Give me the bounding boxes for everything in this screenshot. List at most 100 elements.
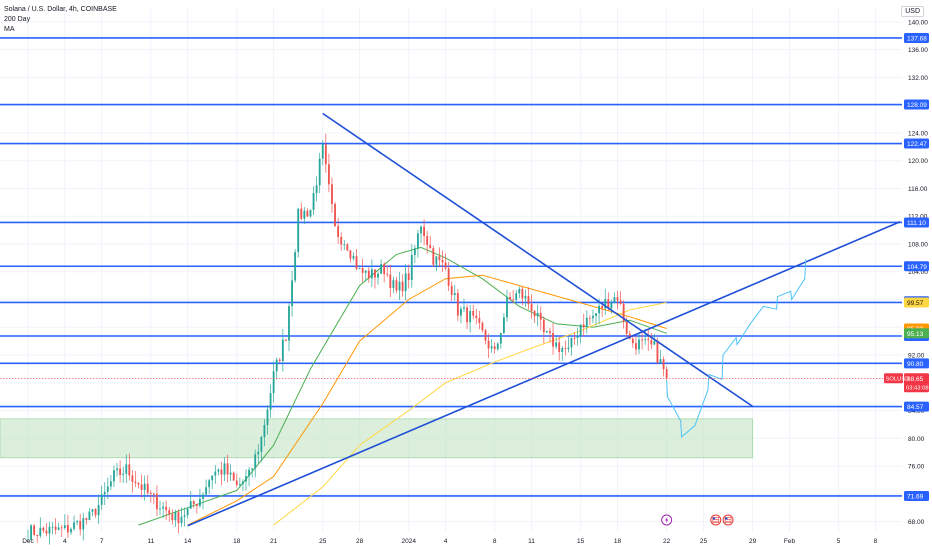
level-price-label-bg — [904, 358, 929, 369]
time-axis[interactable]: Dec 4 7 11 14 18 21 25 28 2024 4 8 11 15 18 22 25 29 Feb 5 8 — [22, 538, 877, 545]
event-markers[interactable] — [661, 514, 734, 526]
candle-body — [152, 493, 155, 495]
candle-body — [174, 511, 177, 521]
price-tick-label: 124.00 — [908, 130, 928, 137]
candle-body — [146, 483, 149, 493]
candle-body — [570, 337, 573, 348]
candle-body — [377, 273, 379, 278]
candle-body — [644, 339, 647, 340]
indicator-ma[interactable]: MA — [4, 26, 15, 33]
price-badges: 137.68128.09122.47111.10104.7994.7490.80… — [0, 32, 929, 501]
price-axis[interactable]: 68.0072.0076.0080.0084.0088.0092.0096.00… — [902, 0, 932, 550]
time-tick-label: 18 — [233, 538, 241, 545]
time-tick-label: 4 — [63, 538, 67, 545]
symbol-title[interactable]: Solana / U.S. Dollar, 4h, COINBASE — [4, 6, 117, 13]
indicator-200day[interactable]: 200 Day — [4, 16, 31, 23]
candle-body — [447, 268, 450, 286]
candle-body — [346, 244, 349, 251]
candle-body — [48, 526, 51, 534]
currency-label[interactable]: USD — [901, 6, 924, 17]
candle-body — [97, 504, 100, 516]
candle-body — [79, 520, 82, 530]
candle-body — [545, 331, 548, 333]
level-price-label: 111.10 — [907, 220, 926, 227]
candle-body — [303, 210, 306, 219]
level-price-label-bg — [904, 99, 929, 110]
price-tick-label: 116.00 — [908, 186, 928, 193]
time-tick-label: Dec — [22, 538, 34, 545]
candle-body — [94, 509, 97, 516]
demand-zone — [0, 418, 754, 459]
candle-body — [180, 516, 183, 524]
candle-body — [423, 226, 426, 237]
level-price-label-bg — [904, 490, 929, 501]
candle-body — [300, 208, 303, 219]
time-tick-label: 7 — [100, 538, 104, 545]
price-tick-label: 76.00 — [908, 464, 925, 471]
candle-body — [211, 475, 214, 481]
trend-line-ascending[interactable] — [187, 221, 901, 527]
candle-body — [524, 296, 527, 299]
candle-body — [30, 525, 32, 540]
candle-body — [284, 339, 287, 341]
candle-body — [576, 335, 579, 338]
candle-body — [374, 269, 376, 278]
symbol-badge-bg — [884, 373, 903, 384]
price-tick-label: 136.00 — [908, 47, 928, 54]
candle-body — [195, 504, 198, 506]
level-price-label-bg — [904, 217, 929, 228]
candle-body — [481, 322, 484, 331]
candle-body — [490, 346, 493, 349]
price-tick-label: 112.00 — [908, 214, 928, 221]
price-axis-bg — [902, 0, 932, 550]
candle-body — [653, 341, 656, 345]
candle-body — [183, 515, 186, 517]
candle-body — [324, 144, 327, 165]
candle-body — [109, 481, 112, 487]
candle-body — [208, 480, 211, 488]
candle-body — [199, 498, 201, 506]
candle-body — [413, 248, 416, 256]
chart-legend: Solana / U.S. Dollar, 4h, COINBASE 200 D… — [4, 5, 117, 35]
candle-body — [140, 484, 143, 491]
level-price-label: 84.57 — [907, 404, 924, 411]
price-tick-label: 80.00 — [908, 436, 925, 443]
candle-body — [582, 324, 585, 328]
candle-body — [592, 315, 594, 319]
time-tick-label: 22 — [663, 538, 671, 545]
candle-body — [60, 527, 63, 529]
candle-body — [171, 514, 174, 521]
candle-body — [404, 273, 407, 292]
trend-line-descending[interactable] — [322, 112, 754, 408]
candle-body — [567, 347, 570, 349]
trend-lines[interactable] — [187, 112, 901, 527]
candle-body — [659, 359, 662, 363]
candle-body — [573, 337, 576, 339]
candle-body — [343, 244, 346, 246]
candle-body — [625, 321, 628, 334]
candle-body — [116, 468, 118, 471]
candle-body — [383, 263, 386, 275]
candle-body — [162, 506, 165, 509]
candle-body — [318, 158, 321, 186]
candle-body — [202, 494, 204, 499]
candle-body — [527, 296, 530, 305]
candle-body — [601, 305, 604, 309]
candle-body — [613, 297, 616, 303]
candle-body — [367, 270, 370, 279]
price-tick-label: 132.00 — [908, 75, 928, 82]
candle-body — [407, 273, 410, 280]
time-tick-label: 8 — [493, 538, 497, 545]
time-tick-label: 18 — [614, 538, 622, 545]
projection-path — [666, 259, 807, 438]
candle-body — [251, 468, 254, 470]
candle-body — [450, 285, 453, 296]
candle-body — [426, 236, 429, 245]
candle-body — [349, 250, 352, 259]
candle-body — [518, 288, 521, 294]
candle-body — [57, 527, 60, 530]
current-price-badge-bg — [904, 373, 929, 393]
time-tick-label: 21 — [270, 538, 278, 545]
horizontal-levels[interactable] — [0, 37, 902, 497]
